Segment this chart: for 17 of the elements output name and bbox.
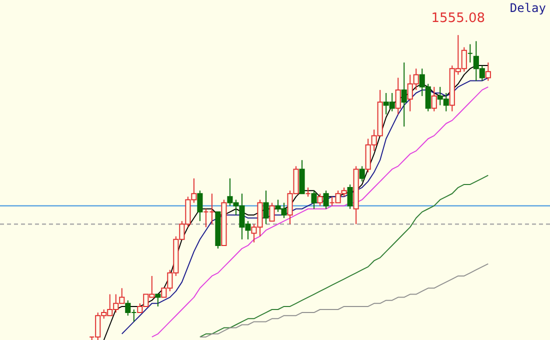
annotation: 1555.08 <box>431 11 486 26</box>
text: Delay <box>510 1 546 15</box>
candlestick <box>323 190 329 210</box>
candlestick <box>311 190 317 210</box>
candlestick <box>467 44 473 64</box>
candlestick <box>359 166 365 182</box>
candlestick <box>263 190 269 225</box>
candlestick <box>317 193 323 206</box>
candlestick <box>155 294 161 307</box>
candlestick <box>431 86 437 112</box>
candlestick <box>269 202 275 222</box>
candlestick <box>305 187 311 198</box>
candlestick <box>197 190 203 222</box>
candlestick <box>401 62 407 128</box>
candlestick <box>347 184 353 210</box>
candlestick <box>485 62 491 82</box>
candlestick <box>395 77 401 115</box>
